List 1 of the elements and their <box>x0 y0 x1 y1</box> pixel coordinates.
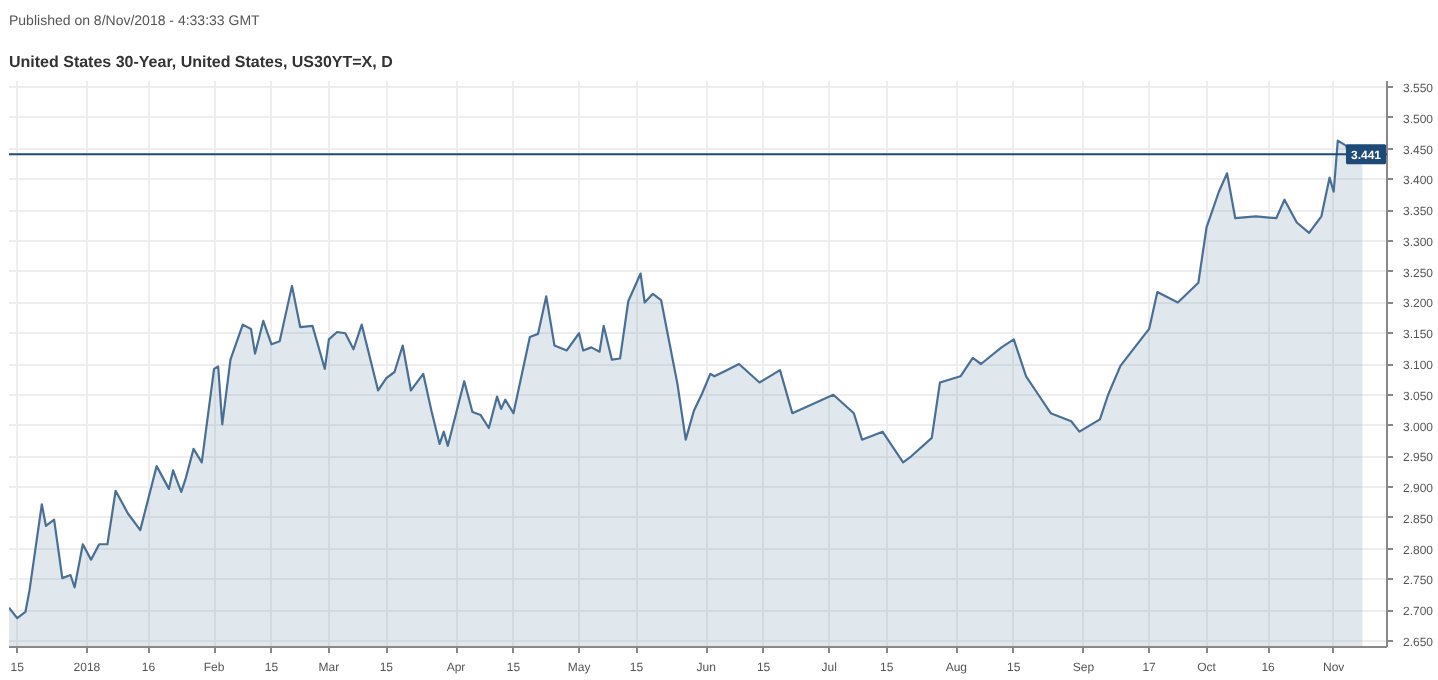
chart-title: United States 30-Year, United States, US30YT=X, D <box>9 53 394 71</box>
